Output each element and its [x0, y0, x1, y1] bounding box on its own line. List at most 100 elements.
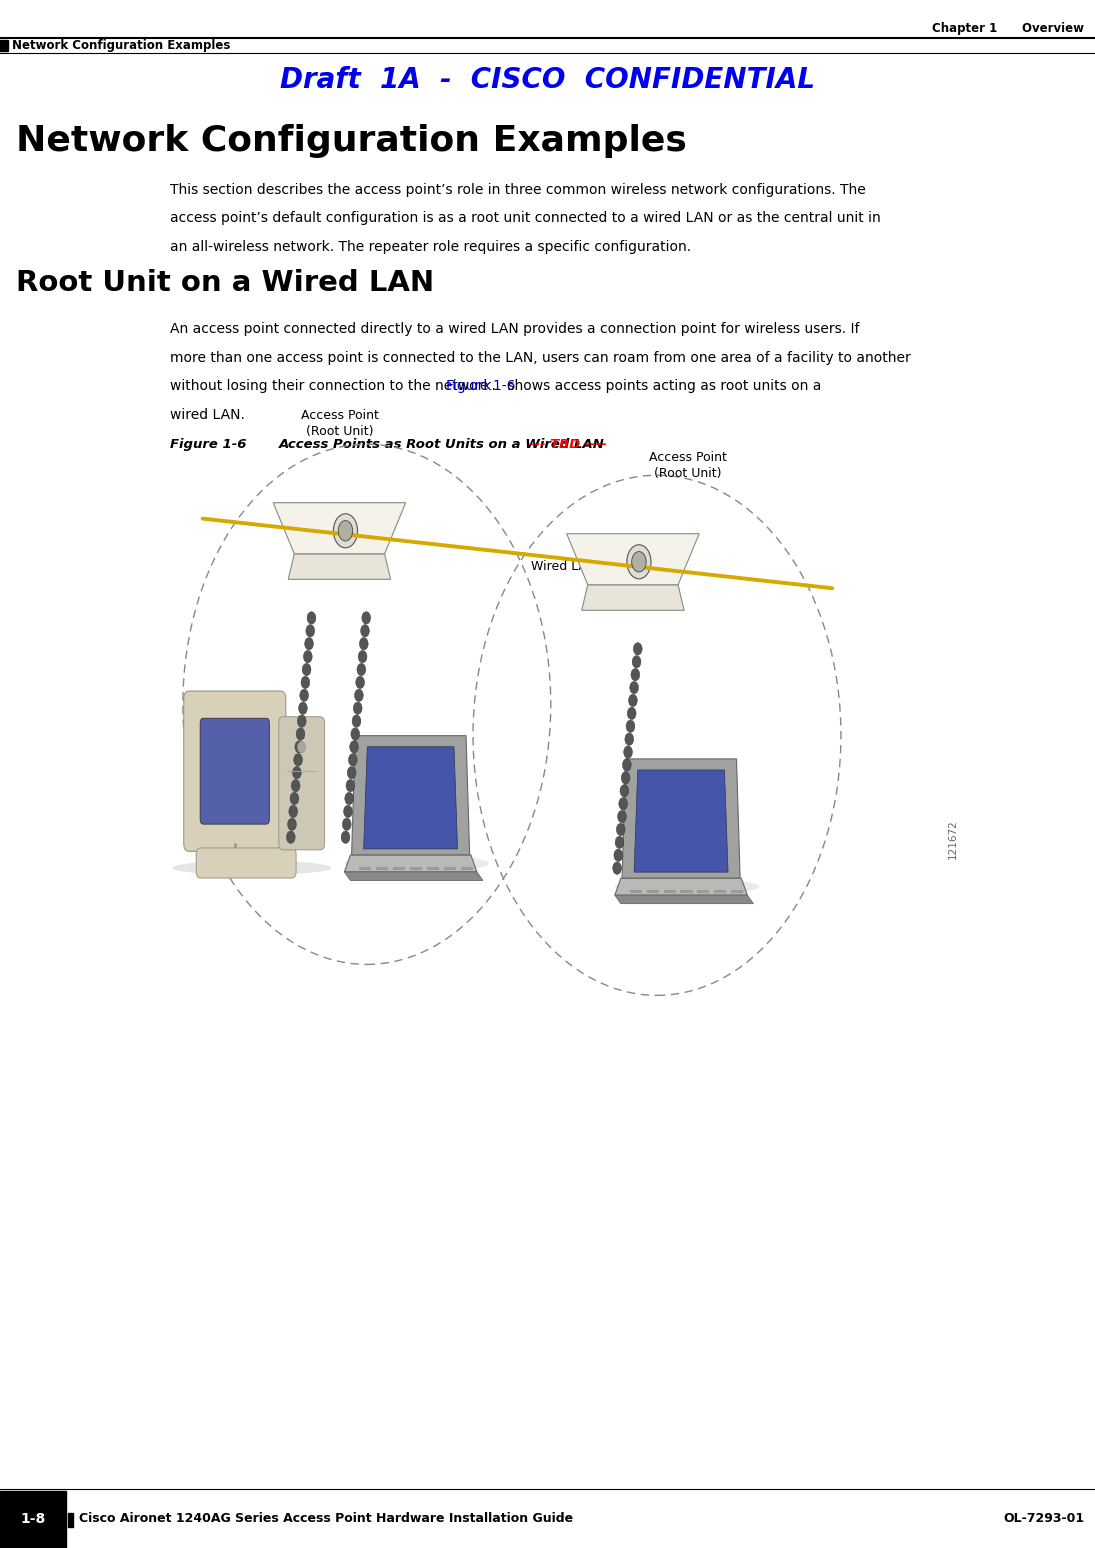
- Circle shape: [615, 836, 624, 848]
- Ellipse shape: [615, 878, 759, 895]
- Circle shape: [627, 707, 636, 720]
- Circle shape: [289, 805, 298, 817]
- Bar: [461, 867, 473, 870]
- Bar: [393, 867, 405, 870]
- Bar: [630, 890, 642, 893]
- Circle shape: [626, 545, 650, 579]
- Circle shape: [304, 638, 313, 650]
- Ellipse shape: [172, 861, 332, 875]
- Text: Root Unit on a Wired LAN: Root Unit on a Wired LAN: [16, 269, 435, 297]
- Circle shape: [299, 703, 308, 715]
- Polygon shape: [581, 585, 684, 610]
- Text: Wired LAN: Wired LAN: [531, 560, 597, 573]
- Circle shape: [287, 831, 296, 844]
- Bar: [359, 867, 371, 870]
- Bar: [680, 890, 692, 893]
- Circle shape: [361, 611, 370, 624]
- Polygon shape: [615, 878, 747, 895]
- Bar: [461, 867, 473, 870]
- Bar: [698, 890, 710, 893]
- Circle shape: [306, 624, 314, 638]
- Bar: [630, 890, 642, 893]
- Bar: [647, 890, 659, 893]
- Bar: [664, 890, 676, 893]
- Circle shape: [355, 689, 364, 701]
- Text: Access Point
(Root Unit): Access Point (Root Unit): [300, 409, 379, 438]
- Circle shape: [354, 703, 362, 715]
- Polygon shape: [344, 872, 483, 881]
- Text: Network Configuration Examples: Network Configuration Examples: [12, 39, 230, 53]
- Ellipse shape: [344, 854, 488, 872]
- Circle shape: [618, 811, 626, 824]
- Polygon shape: [288, 554, 391, 579]
- Text: access point’s default configuration is as a root unit connected to a wired LAN : access point’s default configuration is …: [170, 211, 880, 226]
- Text: shows access points acting as root units on a: shows access points acting as root units…: [504, 379, 821, 393]
- Circle shape: [301, 676, 310, 689]
- Text: more than one access point is connected to the LAN, users can roam from one area: more than one access point is connected …: [170, 350, 910, 365]
- Bar: [664, 890, 676, 893]
- Bar: [443, 867, 456, 870]
- Circle shape: [614, 848, 623, 861]
- Bar: [714, 890, 726, 893]
- Circle shape: [632, 656, 641, 669]
- FancyBboxPatch shape: [279, 717, 324, 850]
- Bar: [698, 890, 710, 893]
- Bar: [393, 867, 405, 870]
- Polygon shape: [634, 769, 728, 872]
- Circle shape: [344, 805, 353, 817]
- Circle shape: [298, 715, 307, 728]
- Circle shape: [345, 793, 354, 805]
- Circle shape: [343, 817, 351, 830]
- Circle shape: [300, 689, 309, 701]
- Circle shape: [360, 624, 369, 638]
- Circle shape: [298, 741, 306, 752]
- Text: Chapter 1      Overview: Chapter 1 Overview: [932, 22, 1084, 34]
- Bar: [410, 867, 422, 870]
- FancyBboxPatch shape: [184, 690, 286, 851]
- Bar: [427, 867, 439, 870]
- Circle shape: [353, 715, 361, 728]
- Circle shape: [288, 817, 297, 830]
- Bar: [68, 1514, 73, 1528]
- Polygon shape: [566, 534, 699, 585]
- Circle shape: [350, 728, 359, 740]
- Circle shape: [613, 862, 622, 875]
- Circle shape: [358, 650, 367, 663]
- Circle shape: [338, 520, 353, 540]
- Bar: [680, 890, 692, 893]
- Circle shape: [629, 694, 637, 706]
- Bar: [731, 890, 744, 893]
- Bar: [0, 1491, 66, 1548]
- Circle shape: [303, 650, 312, 663]
- FancyBboxPatch shape: [200, 718, 269, 824]
- Circle shape: [624, 746, 633, 759]
- Circle shape: [359, 638, 368, 650]
- Bar: [410, 867, 422, 870]
- Bar: [714, 890, 726, 893]
- Circle shape: [619, 797, 627, 810]
- Text: Figure 1-6: Figure 1-6: [170, 438, 246, 450]
- Text: Cisco Aironet 1240AG Series Access Point Hardware Installation Guide: Cisco Aironet 1240AG Series Access Point…: [79, 1512, 573, 1525]
- Circle shape: [291, 780, 300, 793]
- Text: an all-wireless network. The repeater role requires a specific configuration.: an all-wireless network. The repeater ro…: [170, 240, 691, 254]
- Bar: [427, 867, 439, 870]
- Text: An access point connected directly to a wired LAN provides a connection point fo: An access point connected directly to a …: [170, 322, 860, 336]
- Bar: [630, 890, 642, 893]
- Bar: [731, 890, 744, 893]
- Bar: [443, 867, 456, 870]
- Bar: [377, 867, 389, 870]
- Circle shape: [347, 766, 356, 779]
- Circle shape: [616, 824, 625, 836]
- Text: OL-7293-01: OL-7293-01: [1003, 1512, 1084, 1525]
- Circle shape: [307, 611, 315, 624]
- Circle shape: [348, 754, 357, 766]
- Bar: [410, 867, 422, 870]
- Text: 1-8: 1-8: [20, 1511, 46, 1526]
- Circle shape: [620, 785, 629, 797]
- Polygon shape: [351, 735, 470, 854]
- Bar: [0, 40, 8, 51]
- Circle shape: [356, 676, 365, 689]
- Circle shape: [631, 669, 639, 681]
- Text: 121672: 121672: [947, 819, 958, 859]
- Circle shape: [357, 663, 366, 675]
